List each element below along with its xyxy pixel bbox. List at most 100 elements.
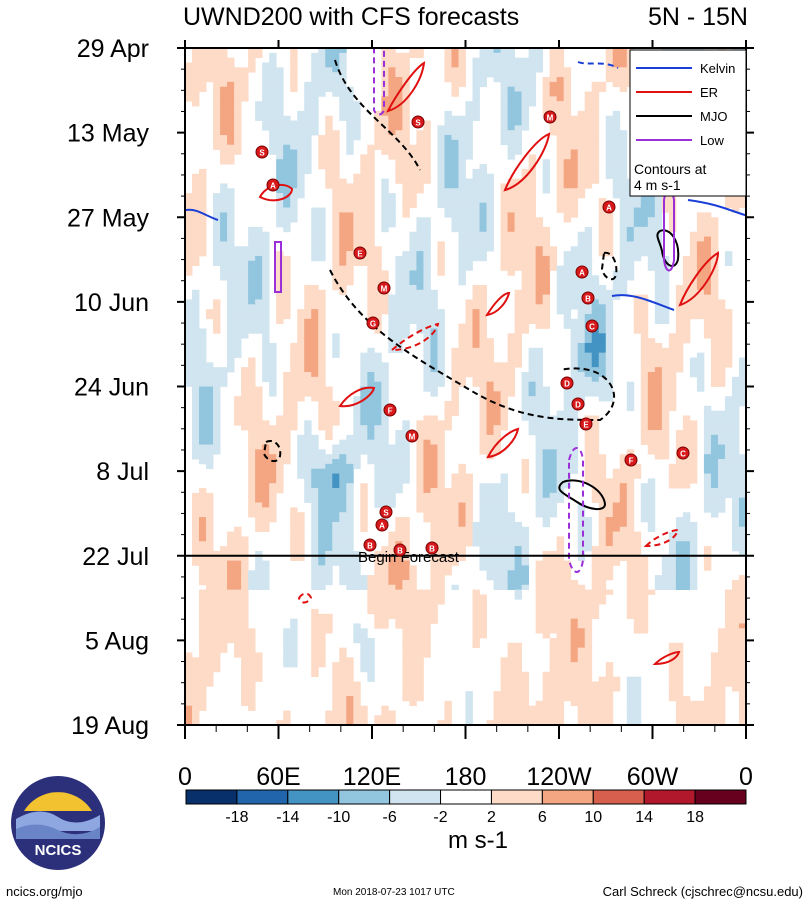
mjo-contour	[262, 440, 282, 462]
anomaly-cell	[500, 686, 530, 692]
anomaly-cell	[675, 309, 733, 315]
storm-marker: G	[366, 316, 380, 330]
anomaly-cell	[213, 86, 221, 92]
anomaly-cell	[458, 154, 473, 160]
anomaly-cell	[549, 492, 565, 499]
anomaly-cell	[507, 86, 515, 92]
anomaly-cell	[262, 367, 277, 373]
anomaly-cell	[297, 454, 340, 460]
anomaly-cell	[332, 662, 354, 668]
anomaly-cell	[339, 241, 354, 247]
anomaly-cell	[416, 130, 431, 136]
anomaly-cell	[500, 202, 537, 208]
anomaly-cell	[283, 154, 298, 160]
anomaly-cell	[577, 618, 593, 624]
anomaly-cell	[360, 405, 382, 412]
anomaly-cell	[521, 550, 530, 557]
anomaly-cell	[500, 396, 508, 402]
anomaly-cell	[269, 386, 277, 392]
anomaly-cell	[549, 662, 593, 668]
anomaly-cell	[332, 695, 347, 702]
anomaly-cell	[647, 265, 670, 271]
anomaly-cell	[605, 67, 635, 73]
anomaly-cell	[199, 536, 207, 542]
anomaly-cell	[668, 468, 698, 474]
anomaly-cell	[353, 405, 361, 412]
anomaly-cell	[472, 289, 487, 296]
anomaly-cell	[430, 357, 438, 363]
anomaly-cell	[311, 546, 319, 552]
anomaly-cell	[598, 231, 614, 237]
anomaly-cell	[304, 420, 312, 426]
anomaly-cell	[521, 96, 537, 102]
anomaly-cell	[465, 521, 473, 528]
anomaly-cell	[248, 430, 291, 436]
anomaly-cell	[479, 565, 515, 571]
anomaly-cell	[549, 48, 565, 54]
anomaly-cell	[500, 657, 522, 663]
anomaly-cell	[507, 338, 522, 344]
anomaly-cell	[388, 120, 403, 126]
kelvin-contour	[687, 199, 746, 217]
anomaly-cell	[185, 251, 207, 257]
anomaly-cell	[661, 371, 677, 378]
anomaly-cell	[269, 130, 319, 136]
anomaly-cell	[514, 309, 551, 315]
anomaly-cell	[234, 396, 263, 402]
anomaly-cell	[395, 270, 410, 276]
anomaly-cell	[192, 705, 207, 711]
anomaly-cell	[262, 280, 270, 286]
anomaly-cell	[556, 173, 565, 179]
anomaly-cell	[549, 62, 565, 68]
anomaly-cell	[262, 120, 319, 126]
anomaly-cell	[675, 710, 726, 716]
anomaly-cell	[346, 705, 354, 711]
anomaly-cell	[339, 478, 354, 484]
anomaly-cell	[199, 618, 249, 624]
anomaly-cell	[605, 168, 628, 175]
anomaly-cell	[339, 57, 347, 63]
anomaly-cell	[437, 260, 445, 267]
anomaly-cell	[577, 517, 593, 523]
anomaly-cell	[332, 270, 354, 276]
anomaly-cell	[619, 86, 628, 92]
anomaly-cell	[297, 309, 312, 315]
anomaly-cell	[556, 449, 579, 455]
anomaly-cell	[192, 48, 228, 54]
anomaly-cell	[381, 415, 389, 421]
anomaly-cell	[689, 371, 705, 378]
anomaly-cell	[710, 671, 746, 678]
anomaly-cell	[640, 492, 656, 499]
footer-url[interactable]: ncics.org/mjo	[6, 884, 83, 899]
anomaly-cell	[374, 115, 389, 121]
anomaly-cell	[318, 410, 340, 416]
anomaly-cell	[353, 710, 368, 716]
anomaly-cell	[199, 430, 214, 436]
anomaly-cell	[717, 468, 746, 474]
anomaly-cell	[479, 555, 515, 561]
anomaly-cell	[185, 352, 207, 358]
anomaly-cell	[710, 657, 746, 663]
anomaly-cell	[689, 584, 698, 590]
anomaly-cell	[332, 246, 340, 252]
anomaly-cell	[500, 106, 508, 112]
anomaly-cell	[514, 222, 544, 228]
legend-box	[629, 49, 747, 197]
anomaly-cell	[332, 255, 340, 262]
anomaly-cell	[570, 362, 579, 368]
anomaly-cell	[479, 222, 487, 228]
anomaly-cell	[346, 507, 354, 513]
anomaly-cell	[185, 357, 207, 363]
anomaly-cell	[423, 463, 438, 470]
anomaly-cell	[479, 492, 508, 499]
anomaly-cell	[521, 405, 551, 412]
anomaly-cell	[423, 251, 431, 257]
anomaly-cell	[724, 599, 746, 605]
anomaly-cell	[507, 96, 522, 102]
anomaly-cell	[227, 231, 235, 237]
anomaly-cell	[192, 560, 228, 566]
anomaly-cell	[451, 386, 459, 392]
anomaly-cell	[269, 381, 277, 387]
anomaly-cell	[381, 86, 389, 92]
